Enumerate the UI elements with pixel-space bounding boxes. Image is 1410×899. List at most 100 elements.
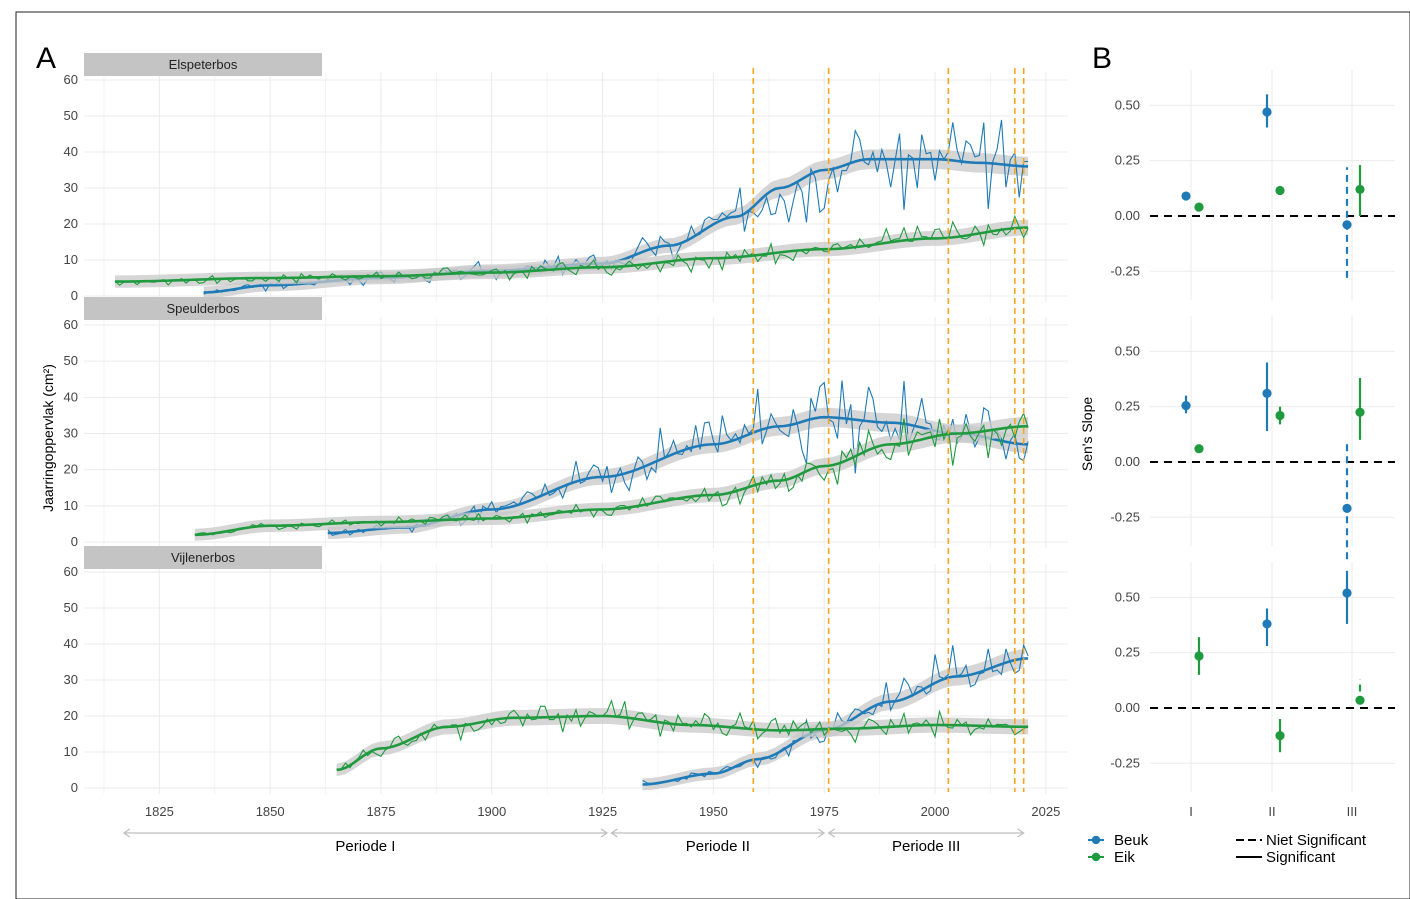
facet-title-speulderbos: Speulderbos [167, 301, 240, 316]
y-tick-label: 20 [64, 708, 78, 723]
slope-facet-speulderbos: -0.25 0.00 0.25 0.50 [1110, 316, 1395, 560]
slope-point-beuk [1342, 503, 1352, 514]
x-tick-label: 1975 [810, 804, 839, 819]
y-tick-label: 0.50 [1115, 589, 1140, 604]
y-tick-label: 0.25 [1115, 645, 1140, 660]
y-tick-label: -0.25 [1110, 509, 1140, 524]
legend-dot-eik [1091, 852, 1101, 862]
slope-point-eik [1275, 410, 1285, 421]
slope-facet-elspeterbos: -0.25 0.00 0.25 0.50 [1110, 70, 1395, 300]
period-arrow-head [1017, 828, 1025, 838]
trend-line-eik [115, 226, 1029, 283]
y-tick-label: 40 [64, 636, 78, 651]
y-tick-label: 0 [71, 780, 78, 795]
y-tick-label: 0.25 [1115, 399, 1140, 414]
x-tick-label: 1925 [588, 804, 617, 819]
facet-title-vijlenerbos: Vijlenerbos [171, 550, 236, 565]
category-label: III [1347, 804, 1358, 819]
slope-point-beuk [1262, 619, 1272, 629]
slope-point-eik [1194, 202, 1204, 212]
x-tick-label: 2025 [1031, 804, 1060, 819]
y-axis-title: Jaarringoppervlak (cm²) [40, 364, 56, 512]
facet-speulderbos: 0 10 20 30 40 50 60 Speulderbos [64, 297, 1068, 549]
facet-elspeterbos: 0 10 20 30 40 50 60 Elspeterbos [64, 53, 1068, 303]
smooth-band-beuk [642, 648, 1024, 791]
y-tick-label: 0.00 [1115, 700, 1140, 715]
y-tick-label: 10 [64, 498, 78, 513]
y-tick-label: 40 [64, 389, 78, 404]
y-tick-label: 60 [64, 72, 78, 87]
y-tick-label: 0 [71, 534, 78, 549]
x-tick-label: 1900 [477, 804, 506, 819]
x-tick-label: 1825 [145, 804, 174, 819]
legend-linetype-label: Significant [1266, 849, 1336, 866]
y-tick-label: 60 [64, 317, 78, 332]
smooth-band-eik [336, 708, 1029, 777]
slope-point-eik [1275, 731, 1285, 741]
y-tick-label: 10 [64, 252, 78, 267]
y-tick-label: -0.25 [1110, 263, 1140, 278]
panel-b: -0.25 0.00 0.25 0.50 -0.25 0.00 0.25 0.50 -0.25 0… [1079, 70, 1395, 819]
slope-point-beuk [1181, 191, 1191, 201]
panel-a: 0 10 20 30 40 50 60 Elspeterbos 0 10 20 30 40 50 60 Spe… [40, 53, 1068, 855]
legend-label-beuk: Beuk [1114, 832, 1149, 849]
trend-line-eik [336, 714, 1029, 772]
period-arrow-head [600, 828, 609, 838]
series-line-eik [336, 699, 1029, 770]
y-tick-label: 60 [64, 564, 78, 579]
trend-line-eik [194, 424, 1029, 537]
period-arrow-head [122, 828, 131, 838]
panel-label-b: B [1092, 42, 1112, 75]
period-arrow-head [817, 828, 826, 838]
period-label: Periode II [686, 838, 750, 855]
slope-point-beuk [1262, 107, 1272, 117]
slope-point-beuk [1181, 400, 1191, 411]
series-line-eik [194, 412, 1029, 536]
y-tick-label: 0.00 [1115, 454, 1140, 469]
slope-point-eik [1194, 444, 1204, 454]
slope-facet-vijlenerbos: -0.25 0.00 0.25 0.50 [1110, 562, 1395, 792]
x-tick-label: 1875 [367, 804, 396, 819]
facet-vijlenerbos: 0 10 20 30 40 50 60 Vijlenerbos [64, 546, 1068, 795]
slope-point-eik [1275, 185, 1285, 196]
slope-point-beuk [1342, 588, 1352, 598]
period-label: Periode III [892, 838, 960, 855]
y-tick-label: 40 [64, 144, 78, 159]
slope-point-eik [1355, 695, 1365, 705]
period-arrow-head [827, 828, 835, 838]
y-tick-label: -0.25 [1110, 755, 1140, 770]
y-tick-label: 50 [64, 108, 78, 123]
x-tick-label: 2000 [921, 804, 950, 819]
y-axis-title-slope: Sen's Slope [1079, 397, 1095, 471]
y-tick-label: 30 [64, 672, 78, 687]
y-tick-label: 0.50 [1115, 343, 1140, 358]
slope-point-eik [1355, 184, 1365, 195]
y-tick-label: 50 [64, 600, 78, 615]
y-tick-label: 0.25 [1115, 153, 1140, 168]
y-tick-label: 0 [71, 288, 78, 303]
y-tick-label: 50 [64, 353, 78, 368]
x-tick-label: 1850 [256, 804, 285, 819]
x-tick-label: 1950 [699, 804, 728, 819]
facet-title-elspeterbos: Elspeterbos [169, 57, 238, 72]
slope-point-beuk [1342, 220, 1352, 230]
y-tick-label: 20 [64, 462, 78, 477]
legend-label-eik: Eik [1114, 849, 1135, 866]
category-label: I [1189, 804, 1193, 819]
legend-dot-beuk [1091, 835, 1101, 845]
period-label: Periode I [335, 838, 395, 855]
slope-point-beuk [1262, 388, 1272, 399]
figure-frame [15, 11, 1410, 899]
y-tick-label: 30 [64, 180, 78, 195]
panel-label-a: A [36, 42, 56, 75]
y-tick-label: 0.00 [1115, 208, 1140, 223]
y-tick-label: 10 [64, 744, 78, 759]
facet-strip [84, 53, 322, 76]
y-tick-label: 0.50 [1115, 97, 1140, 112]
period-arrow-head [610, 828, 618, 838]
legend-linetype-label: Niet Significant [1266, 832, 1367, 849]
category-label: II [1268, 804, 1275, 819]
